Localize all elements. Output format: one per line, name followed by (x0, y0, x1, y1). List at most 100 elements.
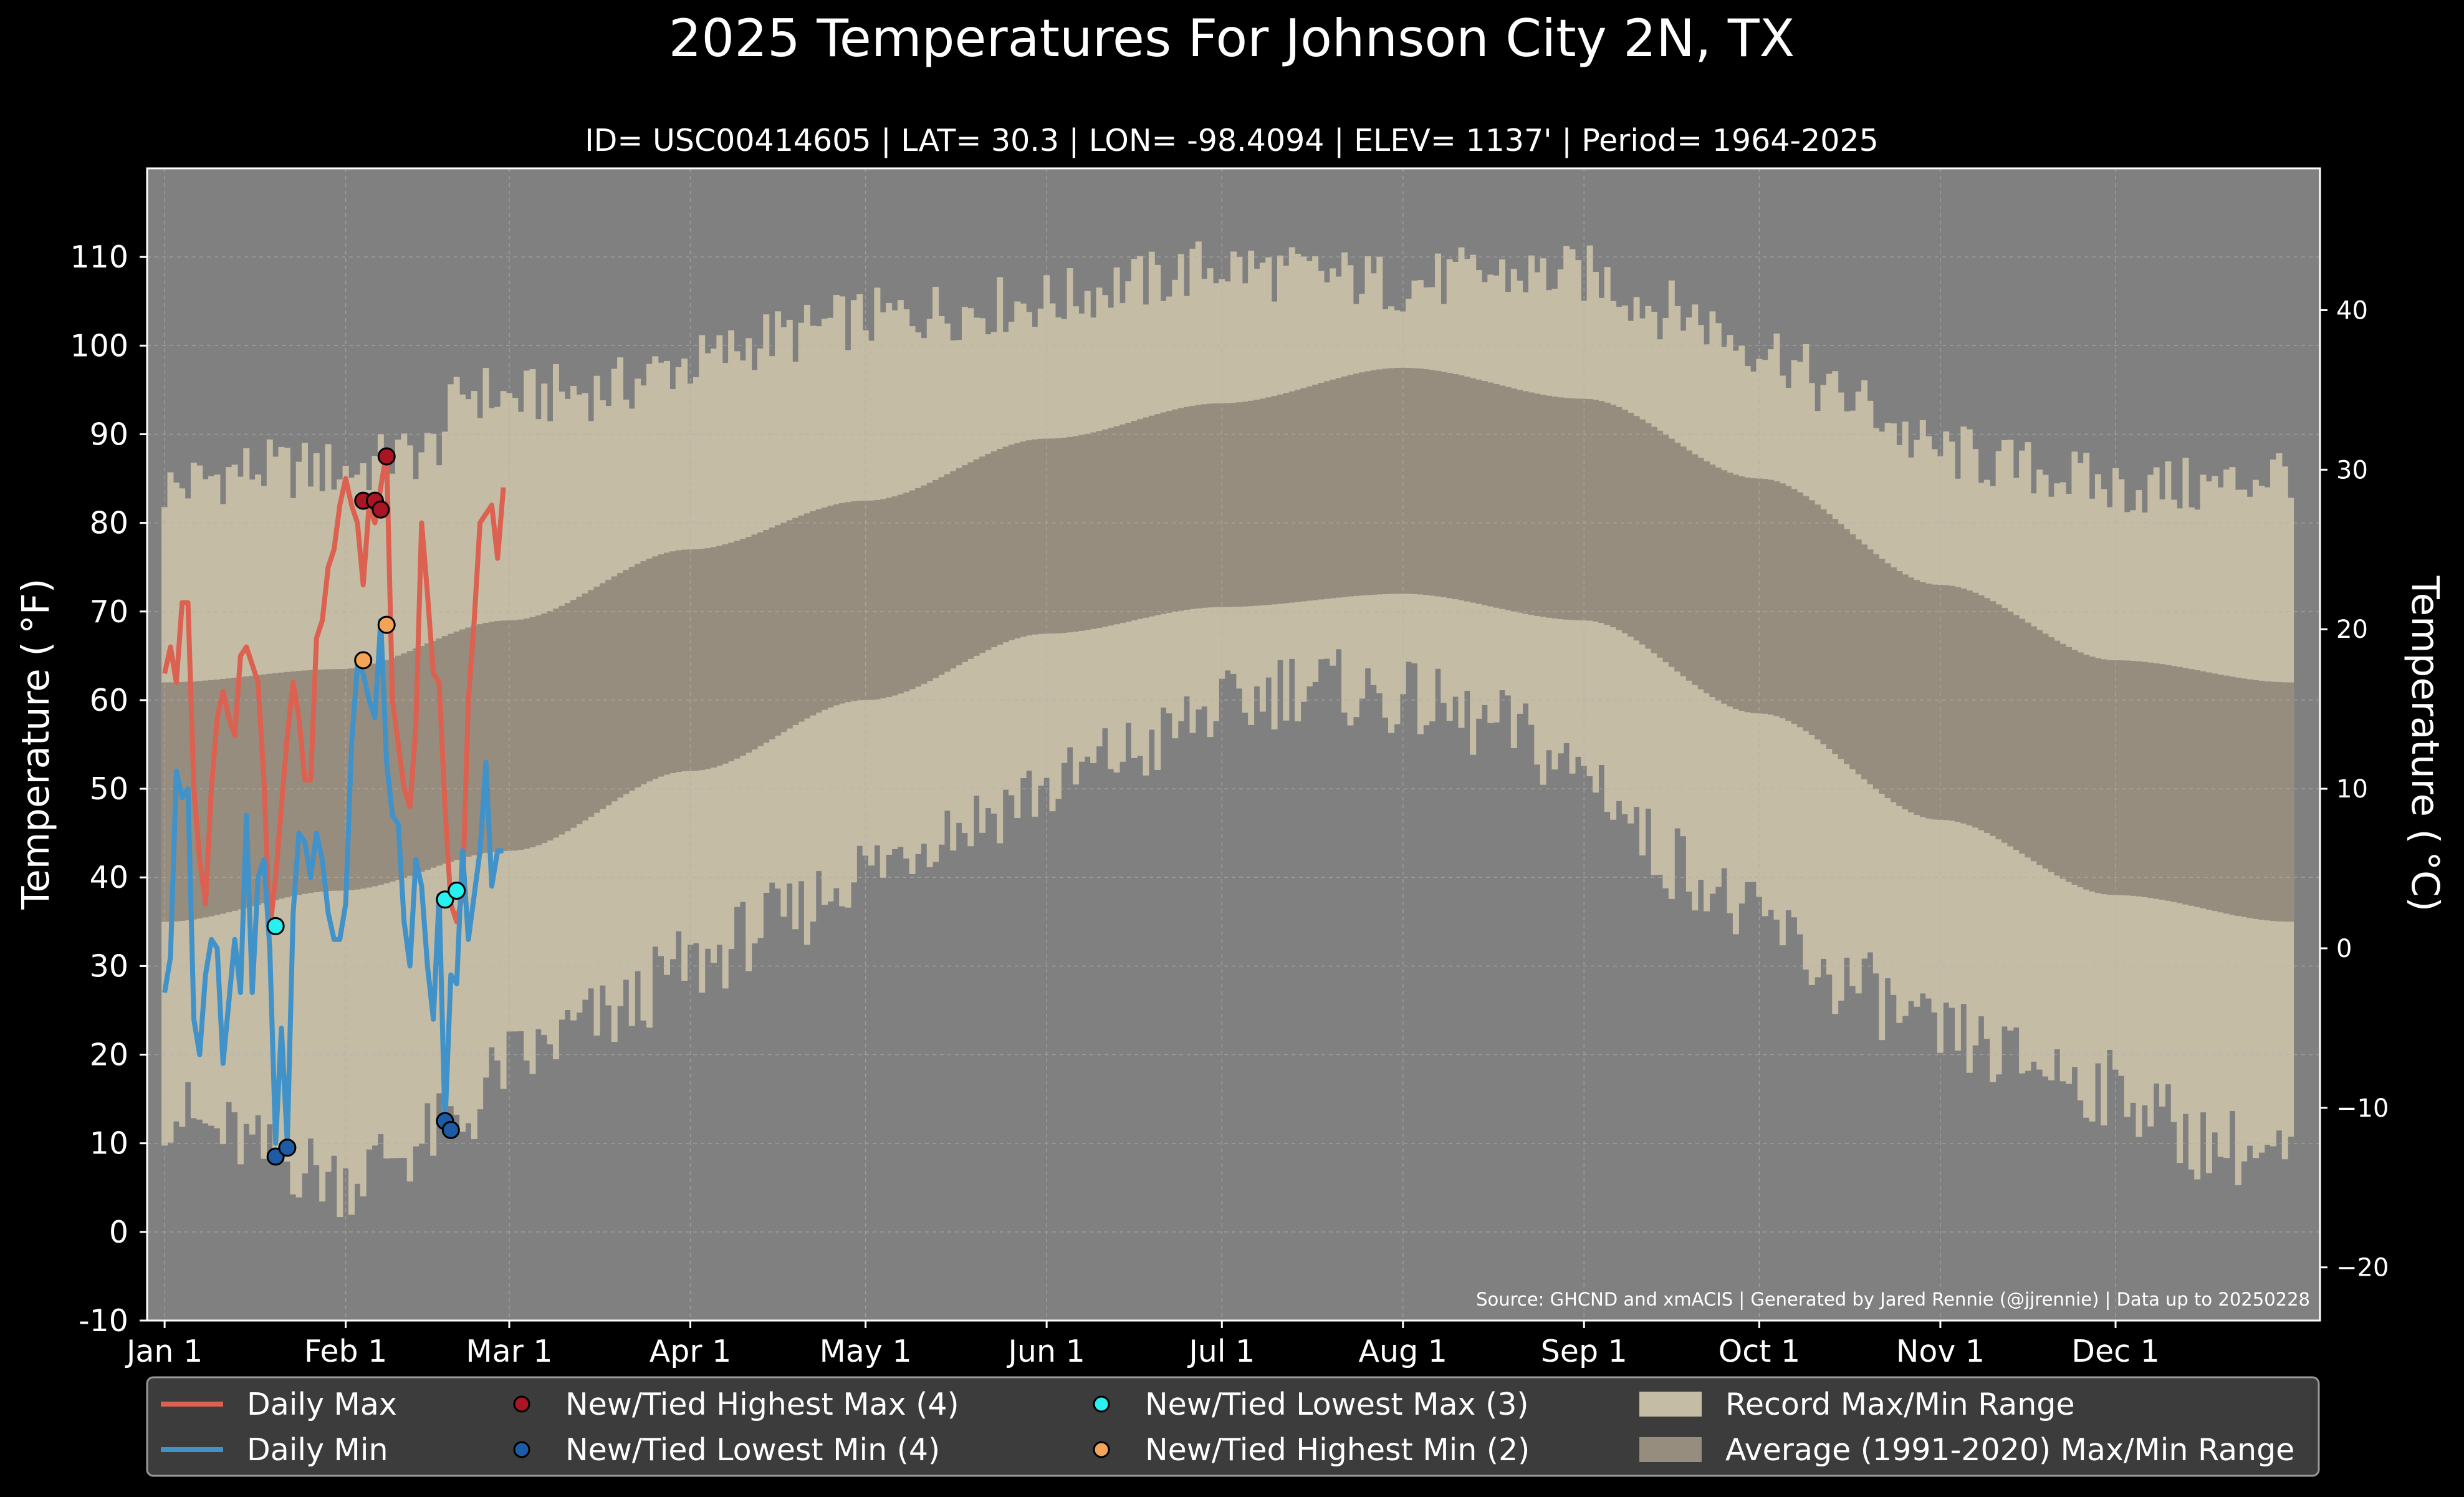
normal-range-bar (2159, 664, 2165, 900)
normal-range-bar (1674, 442, 1681, 672)
legend-label: Record Max/Min Range (1725, 1387, 2075, 1422)
record-point (278, 1138, 297, 1157)
normal-range-bar (710, 547, 717, 768)
y-tick-label: 0 (109, 1215, 128, 1250)
normal-range-bar (704, 548, 711, 769)
normal-range-bar (1493, 383, 1500, 608)
normal-range-bar (2059, 643, 2066, 879)
normal-range-bar (1382, 368, 1389, 594)
normal-range-bar (372, 663, 378, 887)
normal-range-bar (757, 532, 764, 746)
normal-range-bar (552, 609, 559, 838)
normal-range-bar (1563, 398, 1570, 620)
normal-range-bar (938, 477, 945, 675)
right-tick-label: 30 (2336, 456, 2368, 484)
normal-range-bar (1581, 398, 1588, 620)
normal-range-bar (1645, 423, 1652, 649)
plot-area: Source: GHCND and xmACIS | Generated by … (146, 167, 2321, 1322)
normal-range-bar (1470, 378, 1477, 603)
normal-range-bar (1166, 410, 1172, 613)
normal-range-bar (921, 485, 928, 684)
normal-range-bar (1692, 454, 1699, 685)
normal-range-bars (161, 367, 2294, 922)
normal-range-bar (623, 570, 630, 794)
normal-range-bar (1207, 403, 1214, 608)
normal-range-bar (827, 506, 834, 708)
normal-range-bar (448, 633, 454, 862)
normal-range-bar (926, 483, 933, 681)
y-tick-label: 110 (70, 239, 128, 275)
normal-range-bar (1826, 514, 1833, 749)
normal-range-bar (2025, 622, 2031, 858)
normal-range-bar (1704, 461, 1710, 694)
normal-range-bar (1867, 549, 1874, 784)
normal-range-bar (1271, 396, 1278, 605)
normal-range-bar (1376, 369, 1383, 595)
normal-range-bar (1212, 403, 1219, 607)
normal-range-bar (2141, 662, 2148, 897)
normal-range-bar (1254, 400, 1260, 606)
normal-range-bar (1598, 401, 1605, 623)
normal-range-bar (1335, 378, 1342, 598)
normal-range-bar (389, 658, 396, 882)
plot-frame (146, 167, 2321, 1322)
normal-range-bar (862, 501, 869, 700)
legend-box (146, 1376, 2320, 1477)
normal-range-bar (529, 617, 536, 847)
normal-range-bar (1119, 424, 1126, 623)
normal-range-bar (1943, 585, 1950, 821)
normal-range-bar (605, 579, 612, 806)
normal-range-bar (1510, 388, 1517, 612)
normal-range-bar (2101, 659, 2107, 895)
normal-range-bar (1610, 405, 1617, 628)
normal-range-bar (1517, 390, 1523, 613)
normal-range-bar (1224, 403, 1231, 607)
normal-range-bar (477, 624, 484, 854)
x-tick-label: Aug 1 (1359, 1334, 1447, 1369)
normal-range-bar (2235, 677, 2241, 917)
normal-range-bar (1487, 382, 1494, 607)
normal-range-bar (985, 453, 992, 650)
normal-range-bar (196, 681, 203, 919)
normal-range-bar (1084, 433, 1091, 630)
normal-range-bar (1978, 595, 1985, 830)
legend-label: New/Tied Highest Min (2) (1145, 1432, 1530, 1468)
normal-range-bar (1458, 375, 1465, 600)
normal-range-bar (1785, 486, 1792, 721)
y-tick-label: 60 (90, 683, 128, 718)
normal-range-bar (570, 600, 577, 828)
normal-range-bar (1925, 584, 1932, 819)
normal-range-bar (932, 479, 939, 678)
x-axis: Jan 1 Feb 1 Mar 1 Apr 1 May 1 Jun 1 Jul 1 Aug 1… (125, 1321, 2160, 1369)
normal-range-bar (2288, 682, 2294, 922)
y-tick-label: 80 (90, 506, 128, 541)
normal-range-bar (1651, 426, 1657, 653)
normal-range-bar (2200, 671, 2207, 908)
normal-range-bar (1884, 563, 1891, 799)
normal-range-bar (1406, 367, 1412, 594)
normal-range-bar (886, 498, 893, 698)
normal-range-bar (617, 573, 624, 798)
normal-range-bar (1312, 384, 1319, 600)
normal-range-bar (822, 507, 828, 710)
normal-range-bar (1972, 592, 1979, 828)
normal-range-bar (488, 622, 495, 852)
normal-range-bar (1919, 582, 1926, 817)
normal-range-bar (1108, 428, 1115, 626)
x-tick-label: May 1 (820, 1334, 912, 1369)
normal-range-bar (313, 670, 320, 892)
normal-range-bar (342, 668, 349, 891)
y-tick-label: 10 (90, 1126, 128, 1162)
normal-range-bar (967, 462, 974, 659)
normal-range-bar (745, 536, 752, 753)
normal-range-bar (1855, 539, 1862, 774)
normal-range-bar (1546, 395, 1553, 618)
normal-range-bar (944, 474, 951, 672)
normal-range-bar (1551, 397, 1558, 619)
y-tick-label: 20 (90, 1037, 128, 1073)
x-tick-label: Jul 1 (1187, 1334, 1255, 1369)
normal-range-bar (1283, 393, 1290, 604)
normal-range-bar (845, 502, 851, 703)
normal-range-bar (1277, 394, 1283, 604)
record-point (266, 917, 285, 935)
